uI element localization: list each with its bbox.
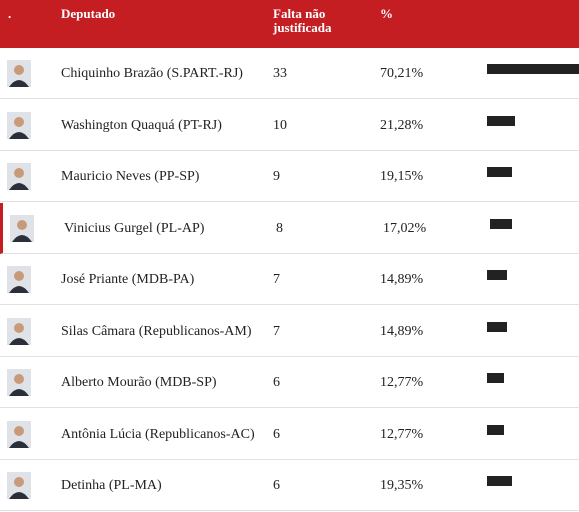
faltas: 6 [273, 426, 280, 442]
deputado-name: Detinha (PL-MA) [61, 478, 162, 493]
faltas: 6 [273, 478, 280, 493]
faltas: 7 [273, 272, 280, 287]
avatar [7, 111, 31, 139]
bar [487, 373, 504, 383]
bar [487, 476, 513, 486]
avatar [7, 163, 31, 190]
table-row: Chiquinho Brazão (S.PART.-RJ) 33 70,21% [0, 48, 579, 99]
faltas: 6 [273, 375, 280, 390]
table-row: Mauricio Neves (PP-SP) 9 19,15% [0, 151, 579, 202]
avatar [7, 369, 31, 396]
bar [487, 64, 579, 74]
avatar [7, 60, 31, 87]
avatar [7, 266, 31, 293]
table-row: Alberto Mourão (MDB-SP) 6 12,77% [0, 357, 579, 408]
percent: 70,21% [380, 66, 424, 81]
bar [487, 115, 515, 126]
faltas: 10 [273, 117, 287, 133]
avatar [10, 214, 34, 242]
bar [487, 270, 507, 280]
faltas: 33 [273, 66, 287, 81]
deputado-name: José Priante (MDB-PA) [61, 272, 195, 287]
table-row: Antônia Lúcia (Republicanos-AC) 6 12,77% [0, 409, 579, 460]
bar [487, 424, 504, 435]
avatar [7, 420, 31, 448]
deputado-name: Silas Câmara (Republicanos-AM) [61, 323, 252, 339]
table-row: Silas Câmara (Republicanos-AM) 7 14,89% [0, 306, 579, 357]
percent: 12,77% [380, 426, 424, 442]
bar [487, 321, 507, 332]
header-cell: % [380, 6, 393, 21]
percent: 12,77% [380, 375, 424, 390]
table-row: José Priante (MDB-PA) 7 14,89% [0, 254, 579, 305]
header-cell: . [8, 6, 12, 21]
deputado-name: Alberto Mourão (MDB-SP) [61, 375, 217, 390]
table-row: Vinicius Gurgel (PL-AP) 8 17,02% [0, 202, 579, 254]
percent: 14,89% [380, 272, 424, 287]
table-row: Washington Quaquá (PT-RJ) 10 21,28% [0, 100, 579, 151]
percent: 14,89% [380, 323, 424, 339]
bar [490, 218, 513, 229]
header-cell: Deputado [61, 6, 116, 21]
percent: 19,35% [380, 478, 424, 493]
deputado-name: Vinicius Gurgel (PL-AP) [64, 220, 205, 236]
percent: 19,15% [380, 169, 424, 184]
avatar [7, 317, 31, 345]
bar [487, 167, 513, 177]
percent: 17,02% [383, 220, 427, 236]
table-header: . Deputado Falta não justificada % [0, 0, 579, 48]
table-row: Detinha (PL-MA) 6 19,35% [0, 460, 579, 511]
header-cell: Falta não justificada [273, 6, 332, 35]
deputado-name: Mauricio Neves (PP-SP) [61, 169, 200, 184]
faltas: 7 [273, 323, 280, 339]
faltas: 9 [273, 169, 280, 184]
faltas: 8 [276, 220, 283, 236]
percent: 21,28% [380, 117, 424, 133]
avatar [7, 472, 31, 499]
deputado-name: Washington Quaquá (PT-RJ) [61, 117, 222, 133]
deputado-name: Antônia Lúcia (Republicanos-AC) [61, 426, 255, 442]
deputado-name: Chiquinho Brazão (S.PART.-RJ) [61, 66, 243, 81]
